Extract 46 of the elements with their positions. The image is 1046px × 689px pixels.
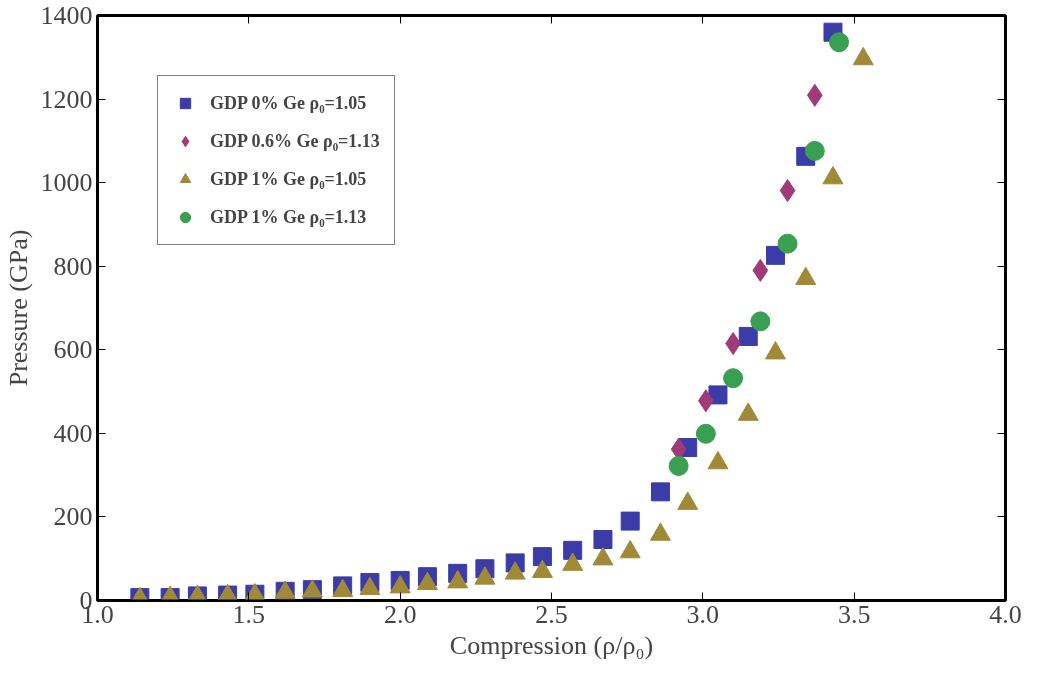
point <box>806 83 823 107</box>
point <box>777 233 798 254</box>
y-tick-label: 1400 <box>40 1 93 30</box>
x-tick-label: 3.5 <box>837 599 871 629</box>
y-tick-label: 1000 <box>40 168 93 198</box>
x-tick-label: 3.0 <box>686 599 720 629</box>
point <box>562 552 584 571</box>
point <box>764 341 786 360</box>
legend-label: GDP 0% Ge ρ₀=1.05 <box>210 92 367 114</box>
point <box>504 561 526 580</box>
point <box>531 559 553 578</box>
point <box>593 529 613 549</box>
x-tick-label: 2.0 <box>383 599 417 629</box>
point <box>723 368 744 389</box>
y-axis-title: Pressure (GPa) <box>3 229 33 387</box>
legend-label: GDP 0.6% Ge ρ₀=1.13 <box>210 130 380 152</box>
point <box>668 455 689 476</box>
point <box>752 258 769 282</box>
point <box>677 491 699 510</box>
y-tick-label: 200 <box>53 502 93 532</box>
point <box>592 547 614 566</box>
point <box>707 450 729 470</box>
point <box>779 179 796 203</box>
point <box>447 570 469 589</box>
point <box>750 311 771 332</box>
point <box>389 575 411 594</box>
x-tick-label: 1.5 <box>232 599 266 629</box>
point <box>695 423 716 444</box>
point <box>474 566 496 585</box>
legend-label: GDP 1% Ge ρ₀=1.13 <box>210 206 367 228</box>
x-tick-label: 4.0 <box>989 599 1022 629</box>
x-tick-label: 2.5 <box>535 599 568 629</box>
point <box>619 539 641 559</box>
legend-label: GDP 1% Ge ρ₀=1.05 <box>210 168 367 190</box>
point <box>738 326 758 346</box>
point <box>829 32 850 53</box>
y-tick-label: 400 <box>53 418 93 448</box>
point <box>737 402 759 421</box>
point <box>765 245 785 265</box>
point <box>708 385 728 405</box>
y-tick-label: 1200 <box>40 84 93 114</box>
point <box>649 522 671 541</box>
x-axis-title: Compression (ρ/ρ₀) <box>449 630 654 660</box>
y-tick-label: 800 <box>53 251 93 281</box>
point <box>804 140 825 161</box>
y-tick-label: 600 <box>53 335 93 365</box>
